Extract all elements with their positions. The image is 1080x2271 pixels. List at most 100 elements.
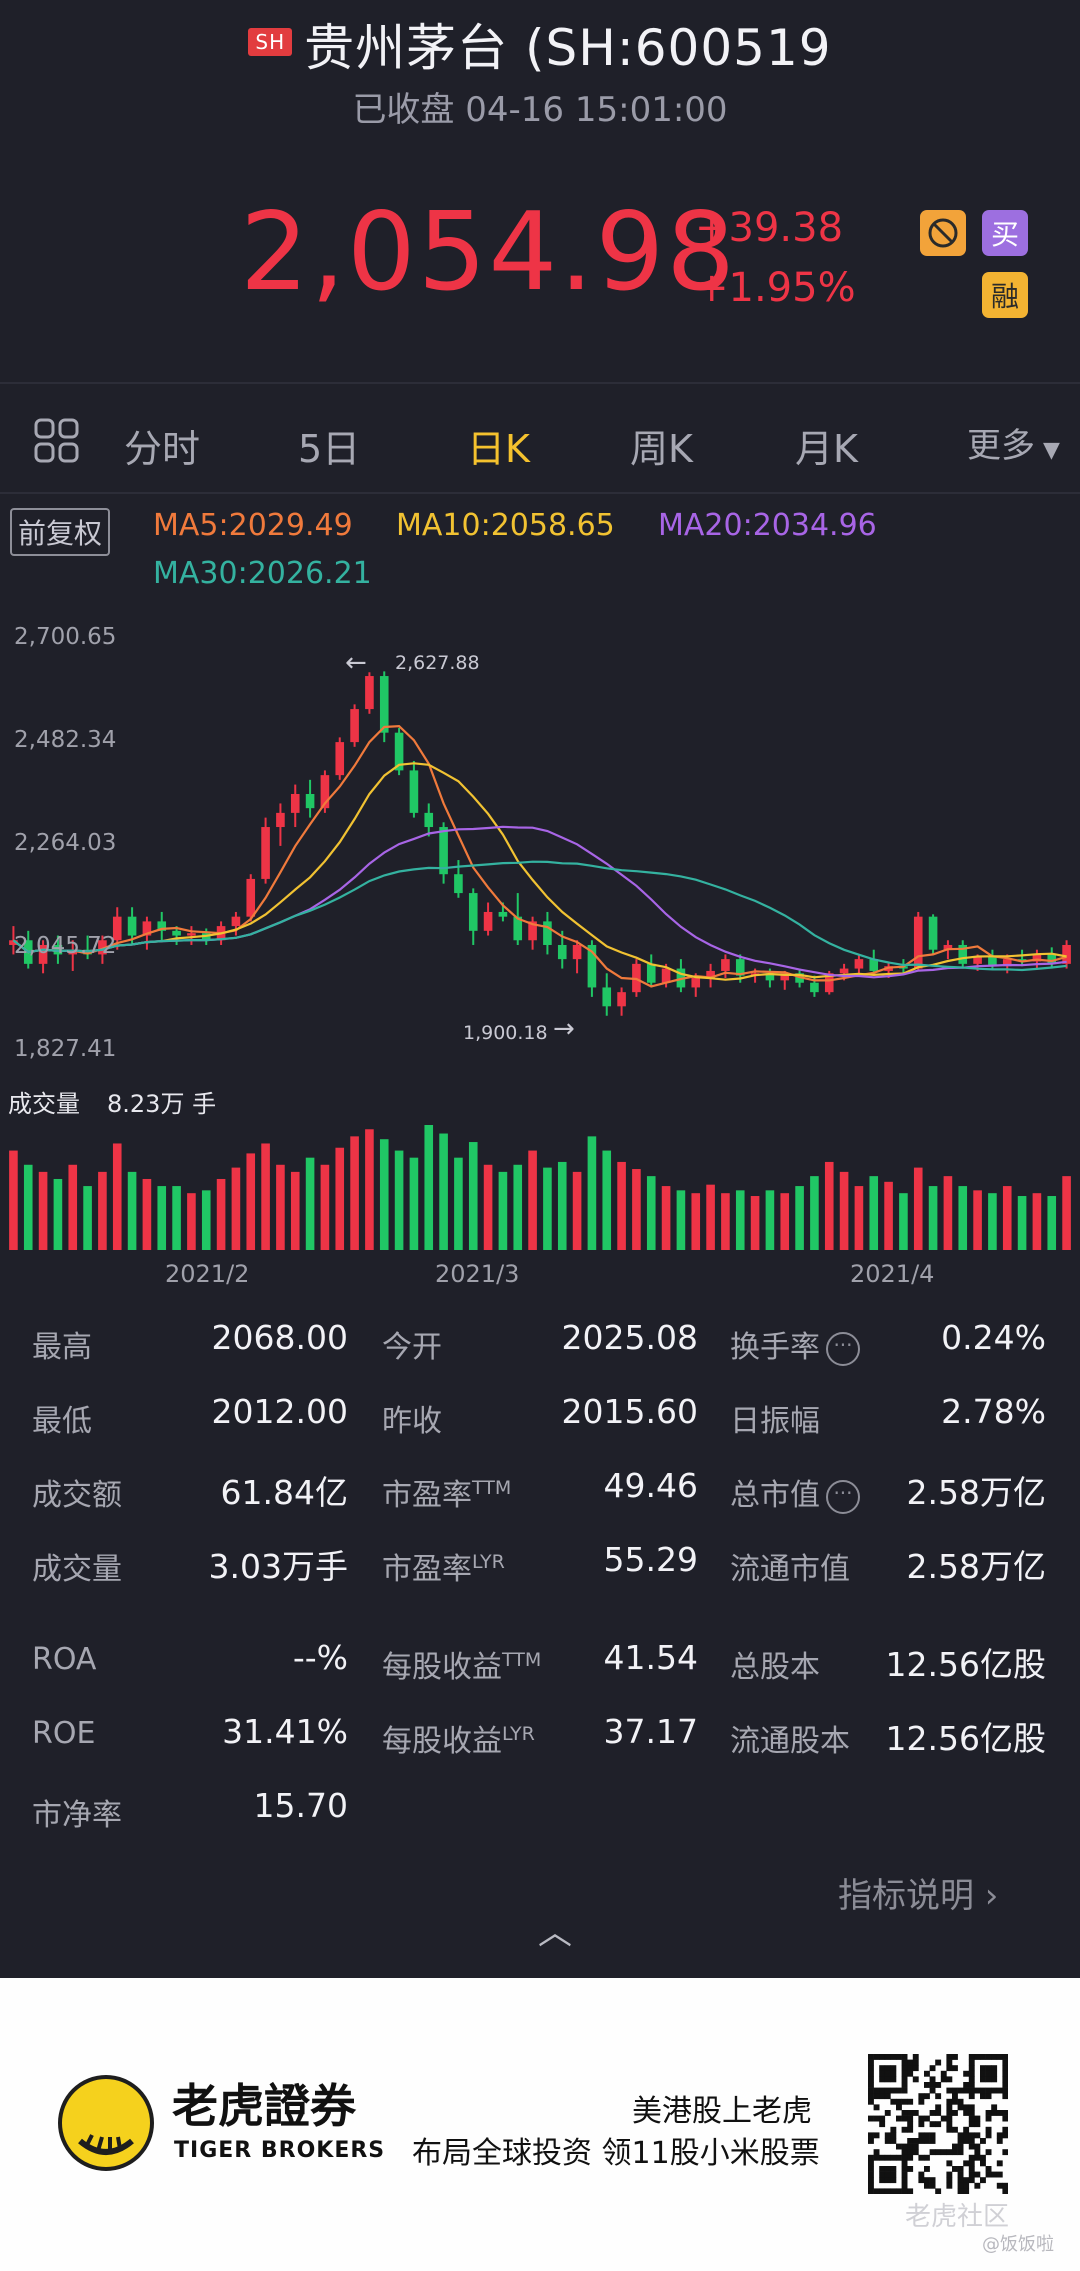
- volume-bar: [780, 1193, 790, 1250]
- volume-bar: [528, 1150, 537, 1250]
- last-price: 2,054.98: [240, 190, 737, 315]
- grid-menu-icon[interactable]: [34, 418, 80, 468]
- candle: [706, 970, 715, 979]
- tab-intraday[interactable]: 分时: [124, 427, 201, 471]
- tab-weekly-k[interactable]: 周K: [630, 427, 693, 471]
- volume-bar: [231, 1167, 241, 1250]
- stat-label: 每股收益TTM: [382, 1642, 541, 1686]
- candle: [468, 893, 478, 931]
- candle: [1032, 954, 1042, 962]
- y-tick-label: 2,482.34: [14, 727, 117, 753]
- volume-bar: [661, 1186, 671, 1250]
- stat-value: 15.70: [253, 1786, 348, 1825]
- volume-value: 8.23万 手: [107, 1090, 217, 1118]
- volume-bar: [602, 1150, 612, 1250]
- volume-bar: [1047, 1196, 1057, 1250]
- volume-label: 成交量: [8, 1090, 80, 1118]
- volume-bar: [38, 1171, 48, 1250]
- ma20-line: [12, 825, 1067, 979]
- x-tick-label: 2021/4: [850, 1260, 935, 1288]
- watermark-community: 老虎社区: [905, 2202, 1010, 2232]
- stat-label: 市盈率TTM: [382, 1470, 511, 1514]
- stat-value: 12.56亿股: [885, 1645, 1046, 1684]
- tab-monthly-k[interactable]: 月K: [795, 427, 858, 471]
- volume-bar: [884, 1181, 893, 1250]
- ma10-label: MA10:2058.65: [396, 508, 615, 543]
- volume-bar: [765, 1190, 775, 1250]
- info-icon[interactable]: ···: [826, 1331, 860, 1366]
- volume-bar: [513, 1164, 523, 1250]
- volume-bar: [498, 1171, 508, 1250]
- volume-chart[interactable]: [0, 1120, 1080, 1255]
- candle: [276, 812, 285, 828]
- volume-bar: [899, 1193, 908, 1250]
- no-smoking-icon[interactable]: [920, 210, 966, 256]
- info-icon[interactable]: ···: [826, 1479, 860, 1514]
- stat-label: 流通市值: [730, 1544, 850, 1588]
- stat-label: 市盈率LYR: [382, 1544, 505, 1588]
- volume-bar: [142, 1178, 152, 1250]
- candlestick-chart[interactable]: [0, 620, 1080, 1070]
- candle: [1002, 959, 1012, 967]
- volume-bar: [543, 1167, 552, 1250]
- stat-label-text: 市盈率: [382, 1478, 472, 1513]
- adjust-toggle[interactable]: 前复权: [10, 508, 111, 556]
- volume-bar: [839, 1171, 849, 1250]
- candle: [172, 930, 181, 936]
- price-change-percent: +1.95%: [695, 265, 856, 311]
- stat-value: 49.46: [603, 1466, 698, 1505]
- candle: [854, 959, 864, 969]
- volume-bar: [854, 1186, 864, 1250]
- ma30-label: MA30:2026.21: [153, 556, 372, 591]
- indicator-explain-link[interactable]: 指标说明 ›: [838, 1876, 999, 1916]
- ma10-line: [12, 762, 1067, 981]
- stat-label-text: 市盈率: [382, 1552, 472, 1587]
- candle: [38, 944, 48, 964]
- candle: [305, 794, 315, 809]
- volume-bar: [1032, 1193, 1042, 1250]
- ma5-line: [12, 724, 1067, 988]
- candle: [1017, 959, 1027, 962]
- volume-bar: [454, 1157, 463, 1250]
- volume-bar: [53, 1178, 63, 1250]
- stat-value: 2025.08: [561, 1318, 698, 1357]
- stat-label-text: 最高: [32, 1330, 92, 1365]
- tab-5day[interactable]: 5日: [298, 427, 361, 471]
- candle: [646, 963, 656, 983]
- candle: [409, 770, 419, 813]
- stat-value: 31.41%: [222, 1712, 348, 1751]
- candle: [187, 933, 196, 936]
- stat-value: 41.54: [603, 1638, 698, 1677]
- volume-bar: [468, 1142, 478, 1250]
- footer-banner: 老虎證券 TIGER BROKERS 美港股上老虎 布局全球投资 领11股小米股…: [0, 1978, 1080, 2271]
- candle: [543, 921, 552, 945]
- stat-label-superscript: LYR: [472, 1551, 505, 1573]
- volume-bar: [379, 1139, 389, 1250]
- ma20-label: MA20:2034.96: [658, 508, 877, 543]
- volume-bar: [691, 1193, 701, 1250]
- volume-bar: [127, 1171, 137, 1250]
- candle: [98, 940, 107, 955]
- brand-name-cn: 老虎證券: [172, 2079, 356, 2133]
- candle: [528, 921, 537, 941]
- divider: [0, 492, 1080, 494]
- volume-bar: [394, 1150, 404, 1250]
- buy-button[interactable]: 买: [982, 210, 1028, 256]
- volume-bar: [68, 1164, 78, 1250]
- tab-more[interactable]: 更多 ▼: [967, 418, 1060, 467]
- candle: [424, 812, 434, 828]
- stat-label: 市净率: [32, 1790, 122, 1834]
- candle: [394, 732, 404, 771]
- collapse-chevron-icon[interactable]: ︿: [538, 1913, 572, 1953]
- exchange-badge: SH: [248, 27, 293, 56]
- candle: [365, 676, 374, 710]
- volume-bar: [632, 1169, 641, 1250]
- candle: [810, 982, 819, 993]
- stat-label-text: 日振幅: [730, 1404, 820, 1439]
- margin-button[interactable]: 融: [982, 272, 1028, 318]
- stat-label-text: 昨收: [382, 1404, 442, 1439]
- volume-bar: [23, 1164, 33, 1250]
- qr-code[interactable]: [868, 2054, 1008, 2194]
- tab-daily-k[interactable]: 日K: [467, 427, 530, 471]
- stat-label-text: 今开: [382, 1330, 442, 1365]
